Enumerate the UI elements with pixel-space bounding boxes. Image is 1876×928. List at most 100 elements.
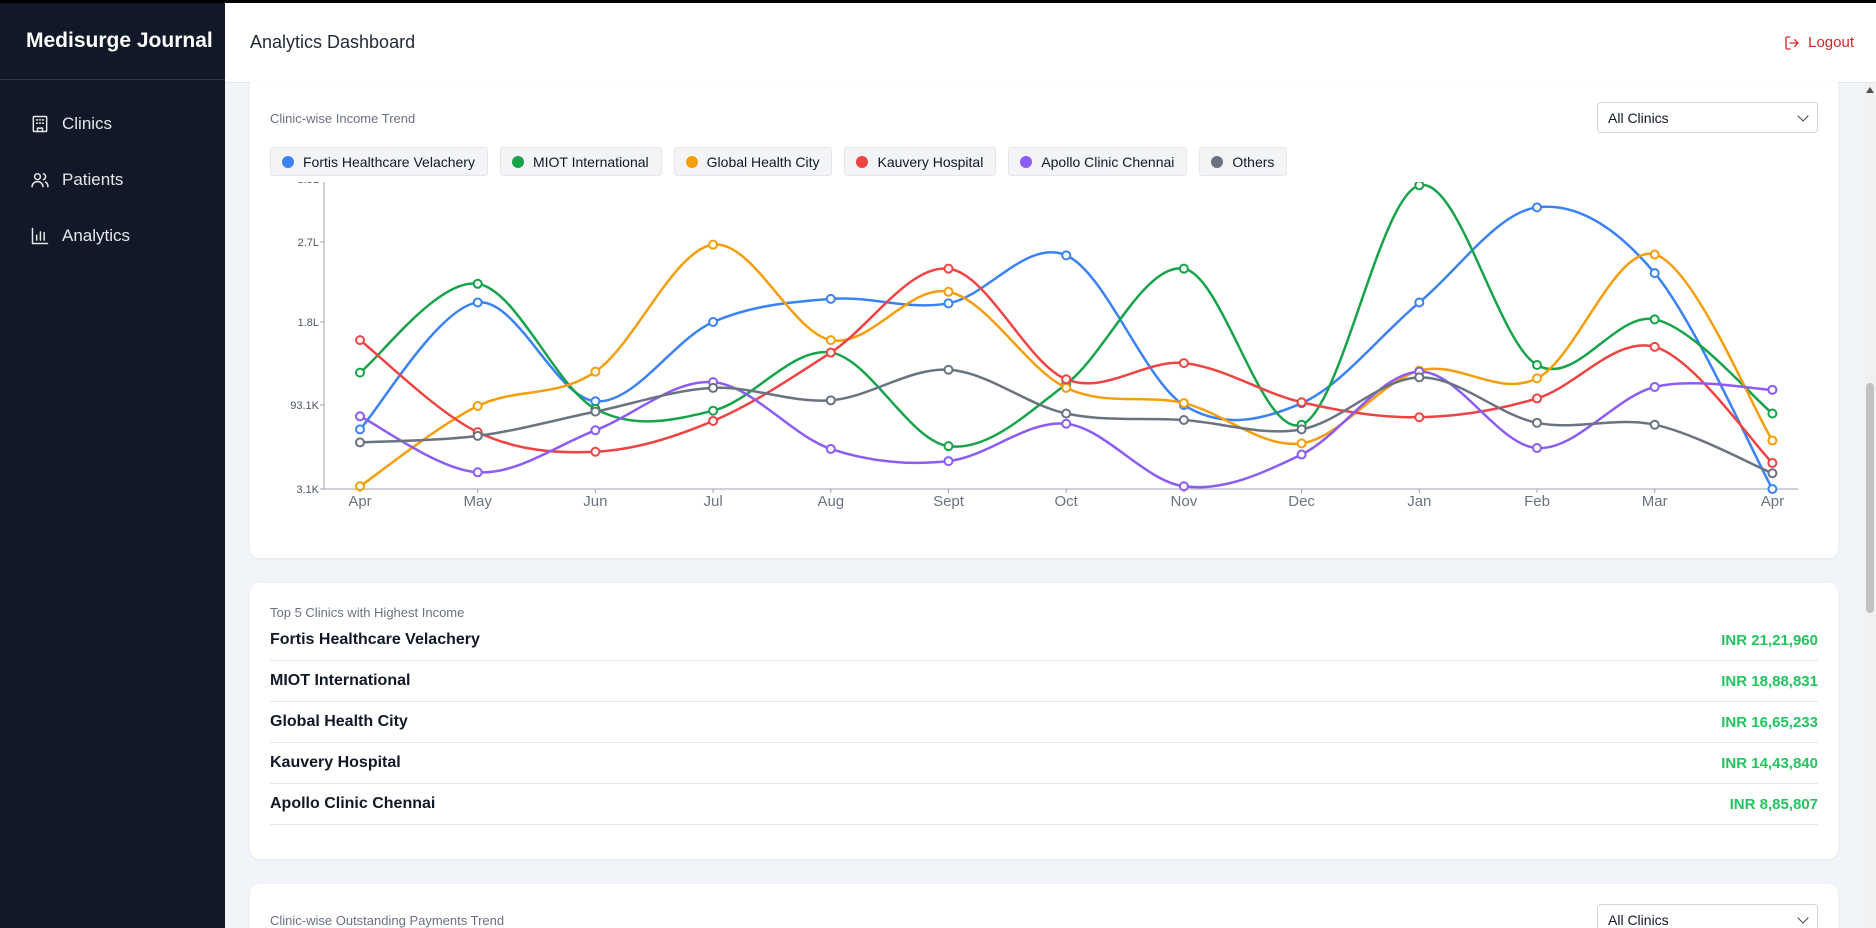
data-point-kauvery-hospital xyxy=(1414,412,1425,423)
series-line-kauvery-hospital xyxy=(359,267,1774,464)
legend-item-miot-international[interactable]: MIOT International xyxy=(499,147,662,176)
users-icon xyxy=(31,173,49,188)
data-point-global-health-city xyxy=(1178,398,1189,409)
chevron-down-icon xyxy=(1797,109,1809,122)
data-point-kauvery-hospital xyxy=(943,263,954,274)
data-point-global-health-city xyxy=(1767,435,1778,446)
data-point-others xyxy=(1061,408,1072,419)
bar-chart-icon xyxy=(31,227,49,245)
data-point-apollo-clinic-chennai xyxy=(1296,449,1307,460)
legend-dot xyxy=(1020,155,1033,168)
topbar: Analytics Dashboard Logout xyxy=(225,0,1876,83)
sidebar-item-analytics[interactable]: Analytics xyxy=(0,208,225,264)
clinic-name: MIOT International xyxy=(270,672,411,689)
clinic-income: INR 16,65,233 xyxy=(1721,713,1818,731)
x-tick-label: May xyxy=(464,493,493,510)
x-tick-label: Mar xyxy=(1642,493,1668,510)
income-trend-chart: 3.1K 93.1K 1.8L 2.7L 3.5L Apr May Jun Jul Aug Sept… xyxy=(290,182,1798,510)
data-point-apollo-clinic-chennai xyxy=(1649,381,1660,392)
legend-label: Kauvery Hospital xyxy=(877,153,984,170)
data-point-apollo-clinic-chennai xyxy=(472,467,483,478)
data-point-kauvery-hospital xyxy=(1649,341,1660,352)
data-point-apollo-clinic-chennai xyxy=(590,425,601,436)
series-line-fortis-healthcare-velachery xyxy=(359,205,1774,490)
clinic-income: INR 21,21,960 xyxy=(1721,631,1818,649)
data-point-miot-international xyxy=(472,278,483,289)
legend-item-kauvery-hospital[interactable]: Kauvery Hospital xyxy=(844,147,997,176)
data-point-apollo-clinic-chennai xyxy=(355,411,365,422)
y-tick-label: 2.7L xyxy=(298,237,319,249)
list-item: Global Health City INR 16,65,233 xyxy=(270,702,1818,743)
income-clinic-filter-select[interactable]: All Clinics xyxy=(1597,102,1818,133)
sidebar-nav: Clinics Patients Analytics xyxy=(0,80,225,264)
sidebar-item-label: Patients xyxy=(62,170,124,189)
clinic-name: Global Health City xyxy=(270,713,408,730)
data-point-global-health-city xyxy=(708,239,719,250)
data-point-global-health-city xyxy=(1649,249,1660,260)
data-point-fortis-healthcare-velachery xyxy=(472,297,483,308)
logout-label: Logout xyxy=(1808,34,1854,51)
data-point-others xyxy=(590,406,601,417)
legend-label: Fortis Healthcare Velachery xyxy=(303,153,475,170)
clinic-income: INR 18,88,831 xyxy=(1721,672,1818,690)
x-tick-label: Apr xyxy=(348,493,371,510)
list-item: Kauvery Hospital INR 14,43,840 xyxy=(270,743,1818,784)
outstanding-clinic-filter-select[interactable]: All Clinics xyxy=(1597,904,1818,928)
clinic-name: Apollo Clinic Chennai xyxy=(270,795,436,812)
data-point-others xyxy=(1649,419,1660,430)
sidebar-item-clinics[interactable]: Clinics xyxy=(0,96,225,152)
x-tick-label: Feb xyxy=(1524,493,1550,510)
data-point-others xyxy=(708,382,719,393)
x-tick-label: Aug xyxy=(817,493,844,510)
chart-legend: Fortis Healthcare Velachery MIOT Internat… xyxy=(270,147,1288,176)
data-point-global-health-city xyxy=(590,366,601,377)
data-point-miot-international xyxy=(1178,263,1189,274)
income-clinic-filter-value: All Clinics xyxy=(1608,109,1669,126)
y-tick-label: 3.1K xyxy=(296,484,319,496)
legend-label: MIOT International xyxy=(532,153,649,170)
data-point-apollo-clinic-chennai xyxy=(825,443,836,454)
legend-label: Others xyxy=(1232,153,1275,170)
logout-button[interactable]: Logout xyxy=(1784,34,1854,51)
clinic-name: Kauvery Hospital xyxy=(270,754,401,771)
legend-item-others[interactable]: Others xyxy=(1199,147,1288,176)
y-tick-label: 1.8L xyxy=(298,317,319,329)
scrollbar-thumb[interactable] xyxy=(1866,383,1874,613)
page-scrollbar[interactable] xyxy=(1864,83,1876,928)
data-point-miot-international xyxy=(943,441,954,452)
sidebar: Medisurge Journal Clinics Patients Analy… xyxy=(0,0,225,928)
building-icon xyxy=(32,115,48,133)
x-tick-label: Apr xyxy=(1761,493,1784,510)
sidebar-item-patients[interactable]: Patients xyxy=(0,152,225,208)
legend-item-apollo-clinic-chennai[interactable]: Apollo Clinic Chennai xyxy=(1008,147,1188,176)
data-point-global-health-city xyxy=(355,481,365,492)
x-tick-label: Oct xyxy=(1055,493,1079,510)
x-tick-label: Jan xyxy=(1407,493,1431,510)
legend-dot xyxy=(1211,155,1224,168)
data-point-kauvery-hospital xyxy=(590,446,601,457)
data-point-miot-international xyxy=(1767,408,1778,419)
data-point-kauvery-hospital xyxy=(708,415,719,426)
data-point-apollo-clinic-chennai xyxy=(1532,443,1542,454)
data-point-kauvery-hospital xyxy=(1532,393,1542,404)
legend-item-fortis-healthcare-velachery[interactable]: Fortis Healthcare Velachery xyxy=(270,147,488,176)
data-point-others xyxy=(825,395,836,406)
data-point-others xyxy=(1532,417,1542,428)
income-trend-title: Clinic-wise Income Trend xyxy=(270,111,416,126)
outstanding-trend-card: Clinic-wise Outstanding Payments Trend A… xyxy=(250,884,1838,928)
legend-item-global-health-city[interactable]: Global Health City xyxy=(673,147,833,176)
list-item: Fortis Healthcare Velachery INR 21,21,96… xyxy=(270,620,1818,661)
data-point-global-health-city xyxy=(943,286,954,297)
data-point-kauvery-hospital xyxy=(825,347,836,358)
data-point-apollo-clinic-chennai xyxy=(1178,481,1189,492)
data-point-kauvery-hospital xyxy=(1061,374,1072,385)
data-point-fortis-healthcare-velachery xyxy=(943,298,954,309)
clinic-income: INR 14,43,840 xyxy=(1721,754,1818,772)
data-point-global-health-city xyxy=(1061,382,1072,393)
data-point-others xyxy=(1414,372,1425,383)
scroll-up-arrow-icon[interactable] xyxy=(1866,87,1874,93)
x-tick-label: Jul xyxy=(704,493,723,510)
logout-icon xyxy=(1785,35,1799,50)
top-clinics-title: Top 5 Clinics with Highest Income xyxy=(270,605,465,620)
data-point-fortis-healthcare-velachery xyxy=(708,317,719,327)
